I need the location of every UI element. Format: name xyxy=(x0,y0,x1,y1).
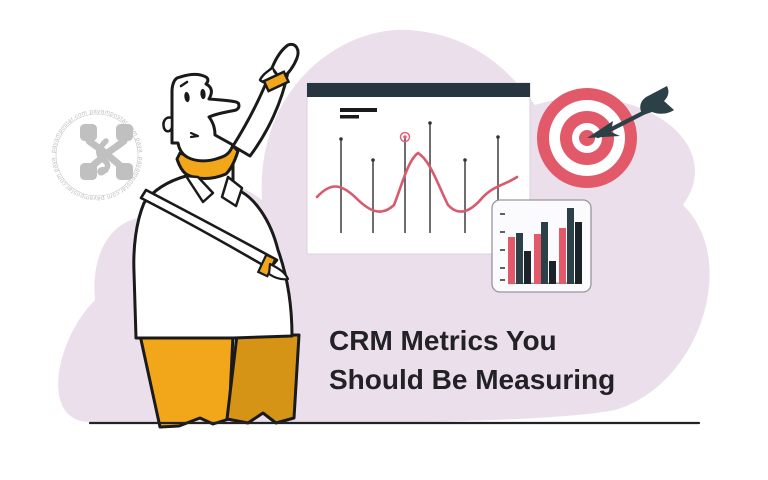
svg-text:Should Be Measuring: Should Be Measuring xyxy=(329,364,615,395)
svg-text:CRM Metrics You: CRM Metrics You xyxy=(329,325,557,356)
